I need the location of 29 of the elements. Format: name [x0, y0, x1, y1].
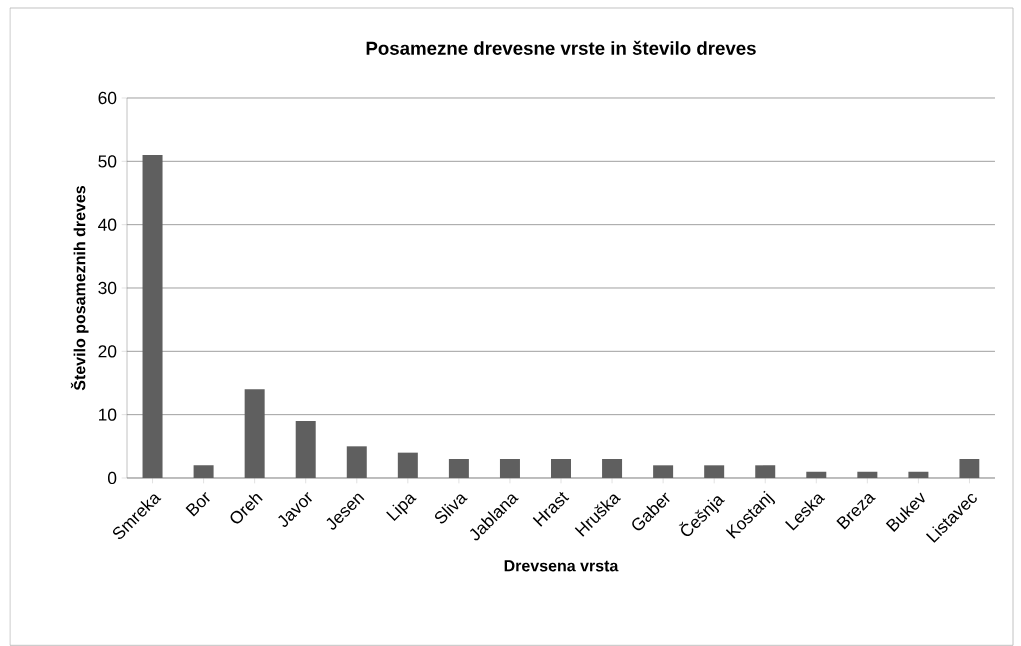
bar [397, 452, 418, 478]
y-axis-title: Število posameznih dreves [70, 185, 89, 391]
bar [244, 389, 265, 478]
bar [551, 458, 571, 478]
y-tick-label: 10 [99, 408, 117, 421]
bar [142, 155, 163, 478]
x-axis-title: Drevsena vrsta [504, 560, 619, 572]
bar [755, 465, 776, 478]
bar [908, 471, 929, 478]
bar [346, 446, 367, 478]
y-tick-label: 50 [98, 155, 117, 168]
y-tick-label: 60 [98, 91, 117, 105]
y-tick-label: 20 [98, 345, 117, 358]
x-tick-label: Lipa [386, 494, 417, 522]
chart-title: Posamezne drevesne vrste in število dreves [366, 40, 756, 55]
bar [193, 465, 214, 478]
x-tick-label: Bor [185, 492, 210, 517]
bar [704, 465, 725, 478]
bar [448, 458, 469, 478]
bar [295, 420, 316, 478]
y-tick-label: 40 [98, 218, 117, 231]
y-tick-label: 30 [98, 281, 117, 295]
bar [857, 471, 878, 478]
bar [653, 465, 674, 478]
bar [959, 458, 980, 478]
bar [499, 458, 520, 478]
bar [602, 458, 623, 478]
bar [806, 471, 827, 478]
y-tick-label: 0 [107, 471, 117, 485]
